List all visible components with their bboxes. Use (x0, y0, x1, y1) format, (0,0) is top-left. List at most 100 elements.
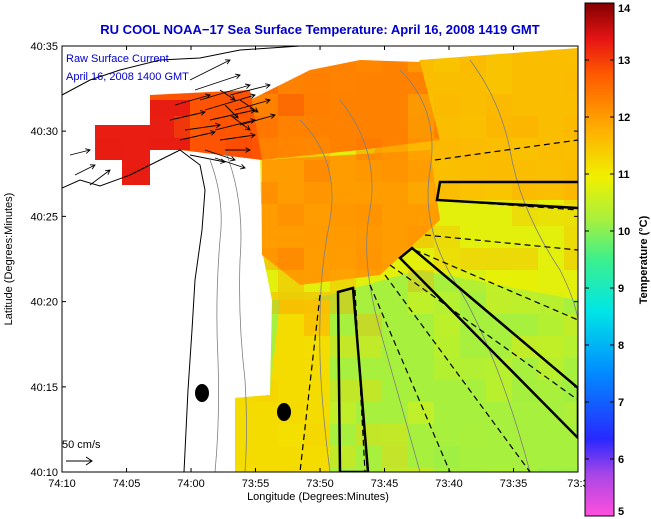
current-vector (174, 93, 211, 106)
contour-line (469, 59, 578, 321)
colorbar-tick-label: 6 (618, 454, 624, 466)
sst-block (304, 160, 330, 182)
sst-block (304, 336, 330, 358)
x-tick-label: 73:45 (371, 478, 399, 490)
sst-block (356, 248, 382, 270)
sst-field (95, 48, 578, 472)
y-axis: 40:35 40:30 40:25 40:20 40:15 40:10 (30, 41, 578, 479)
contour-line (224, 149, 247, 472)
current-vector (199, 83, 251, 101)
sst-block (486, 292, 512, 314)
sst-block (564, 204, 578, 226)
current-vector (189, 154, 226, 164)
current-vector (214, 157, 246, 170)
sst-block (330, 292, 356, 314)
sst-block (434, 138, 460, 160)
sst-block (486, 468, 512, 472)
marker-dot (277, 403, 291, 421)
y-tick-label: 40:30 (30, 126, 58, 138)
sst-block (434, 72, 460, 94)
sst-block (512, 138, 538, 160)
current-vector (184, 122, 221, 131)
scale-label: 50 cm/s (62, 439, 101, 451)
sst-block (356, 226, 382, 248)
sst-block (408, 94, 434, 116)
sst-block (330, 72, 356, 94)
sst-block (304, 424, 330, 446)
x-tick-label: 73:35 (500, 478, 528, 490)
sst-block (304, 182, 330, 204)
sst-block (486, 182, 512, 204)
sst-block (356, 138, 382, 160)
sst-block (226, 138, 252, 160)
sst-block (460, 248, 486, 270)
sst-block (512, 116, 538, 138)
sst-block (434, 160, 460, 182)
y-tick-label: 40:10 (30, 467, 58, 479)
x-tick-label: 74:10 (48, 478, 76, 490)
sst-block (486, 50, 512, 72)
sst-block (538, 380, 564, 402)
sst-block (278, 94, 304, 116)
sst-block (408, 116, 434, 138)
sst-block (460, 424, 486, 446)
coastline (62, 149, 206, 472)
sst-block (148, 116, 174, 138)
sst-block (564, 116, 578, 138)
sst-block (330, 380, 356, 402)
sst-block (330, 446, 356, 468)
current-vector (214, 118, 256, 131)
radial-line (424, 234, 578, 251)
sst-block (486, 116, 512, 138)
sampling-boxes (336, 180, 578, 472)
radial-line (434, 139, 578, 161)
sst-block (408, 226, 434, 248)
sst-block (486, 248, 512, 270)
sst-block (304, 292, 330, 314)
y-tick-label: 40:35 (30, 41, 58, 53)
sst-patch-mid-apex (262, 150, 440, 285)
sst-block (538, 336, 564, 358)
sst-block (564, 182, 578, 204)
x-tick-label: 73:40 (435, 478, 463, 490)
current-vector (224, 104, 239, 119)
marker-dot (195, 384, 209, 402)
sst-block (278, 248, 304, 270)
sst-block (538, 160, 564, 182)
sst-block (356, 314, 382, 336)
legend-line-2: April 16, 2008 1400 GMT (66, 71, 189, 83)
colorbar-tick-label: 11 (618, 169, 630, 181)
plot-area: Raw Surface Current April 16, 2008 1400 … (62, 46, 578, 472)
sst-block (512, 292, 538, 314)
sst-block (460, 270, 486, 292)
sst-block (408, 182, 434, 204)
current-vector (234, 98, 271, 111)
sst-block (434, 336, 460, 358)
y-tick-label: 40:20 (30, 297, 58, 309)
sst-block (512, 380, 538, 402)
sst-block (304, 468, 330, 472)
scale-arrow (66, 456, 93, 466)
sst-block (382, 446, 408, 468)
sst-block (460, 358, 486, 380)
sst-block (122, 138, 148, 160)
sst-block (278, 424, 304, 446)
sst-block (174, 116, 200, 138)
box-east (435, 180, 578, 210)
current-vector (189, 59, 231, 81)
sst-block (278, 204, 304, 226)
x-tick-label: 74:00 (177, 478, 205, 490)
sst-patch-south-nearshore (235, 300, 330, 472)
sst-block (330, 336, 356, 358)
sst-block (330, 402, 356, 424)
sst-block (382, 138, 408, 160)
current-vector (225, 147, 251, 153)
sst-block (330, 226, 356, 248)
current-vector (194, 73, 241, 91)
current-vector (204, 93, 256, 111)
sst-block (564, 248, 578, 270)
sst-block (252, 116, 278, 138)
sst-block (408, 138, 434, 160)
sst-block (382, 160, 408, 182)
